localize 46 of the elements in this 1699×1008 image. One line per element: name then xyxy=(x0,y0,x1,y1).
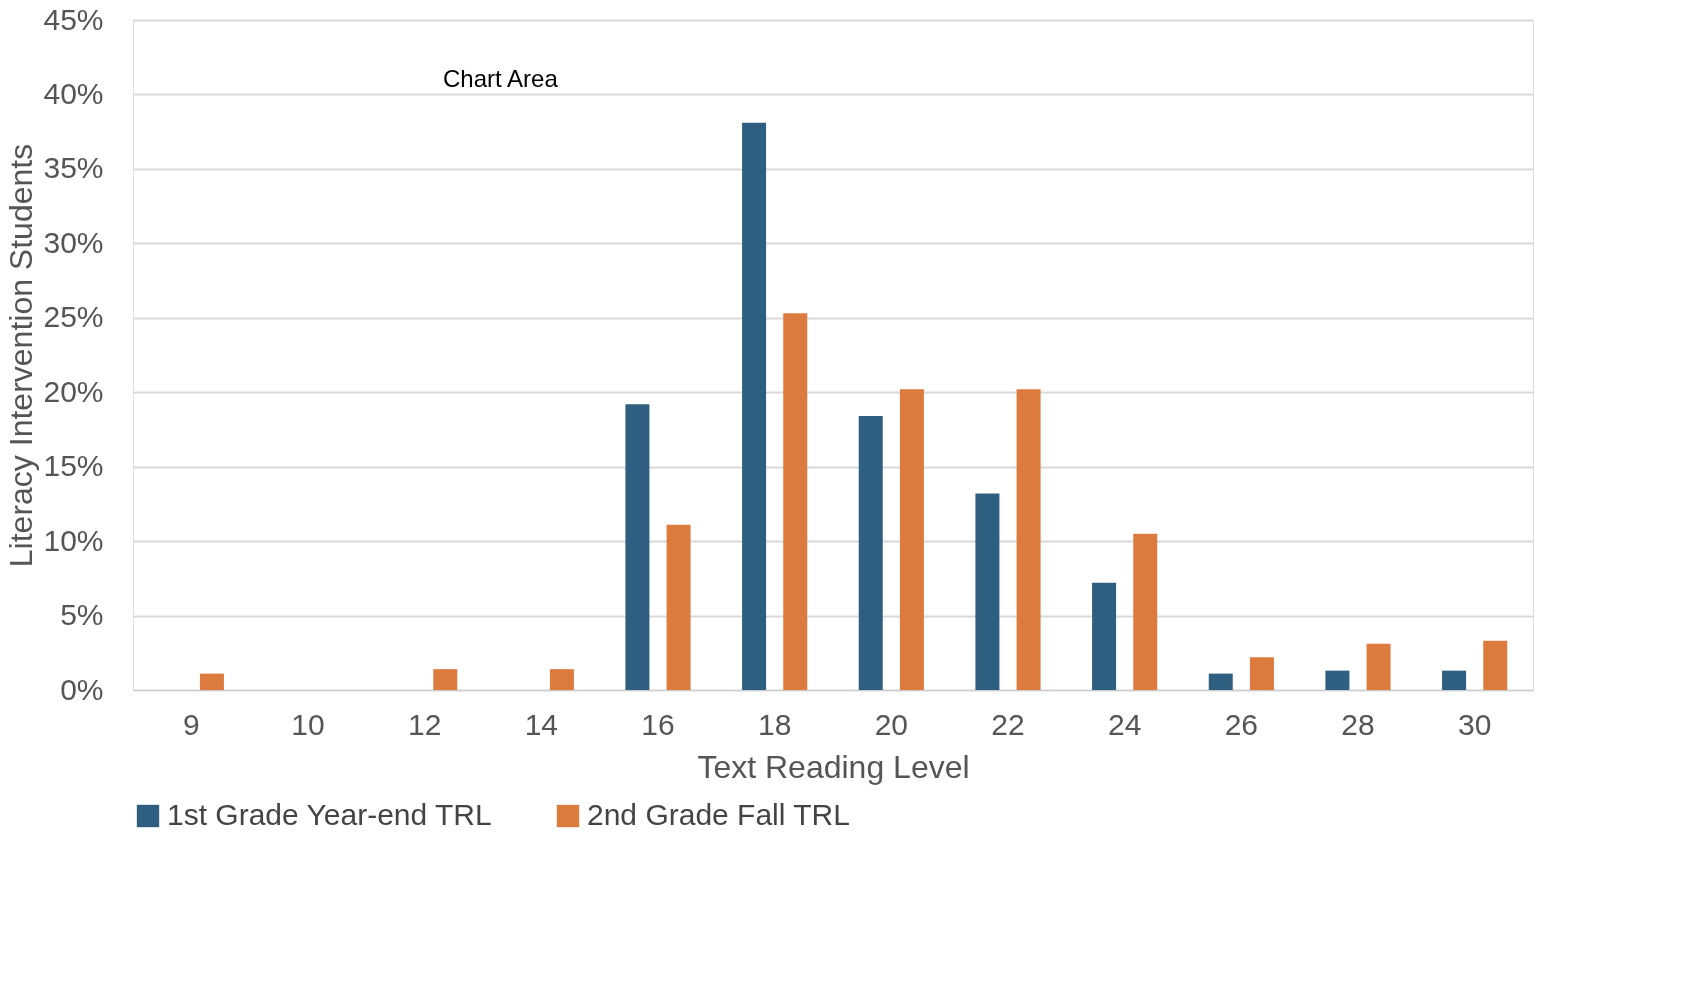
bar xyxy=(1133,533,1158,690)
y-tick-label: 30% xyxy=(43,225,104,259)
legend-label: 2nd Grade Fall TRL xyxy=(587,798,850,831)
y-tick-label: 40% xyxy=(43,76,104,110)
bar xyxy=(1325,670,1350,690)
bar xyxy=(1092,582,1117,690)
bar xyxy=(433,669,458,690)
x-tick-label: 26 xyxy=(1224,707,1259,741)
annotation: Chart Area xyxy=(443,65,559,92)
y-tick-label: 45% xyxy=(43,2,104,36)
bar xyxy=(742,122,767,690)
x-tick-label: 28 xyxy=(1341,707,1375,741)
y-tick-label: 5% xyxy=(60,598,104,632)
x-axis-title: Text Reading Level xyxy=(697,748,970,785)
bar xyxy=(783,313,808,690)
bar xyxy=(199,673,224,690)
x-tick-label: 22 xyxy=(991,707,1025,741)
y-axis-title: Literacy Intervention Students xyxy=(3,143,40,568)
bar xyxy=(1208,673,1233,690)
bar xyxy=(1483,640,1508,690)
bar xyxy=(899,389,924,690)
x-tick-label: 20 xyxy=(874,707,909,741)
y-tick-label: 0% xyxy=(60,672,104,706)
x-tick-label: 30 xyxy=(1457,707,1492,741)
bar xyxy=(625,404,650,690)
bar xyxy=(975,493,1000,690)
bar xyxy=(1249,657,1274,690)
y-tick-label: 10% xyxy=(43,523,104,557)
x-tick-label: 10 xyxy=(291,707,325,741)
bar xyxy=(666,524,691,690)
bar xyxy=(1442,670,1467,690)
x-tick-label: 18 xyxy=(757,707,792,741)
x-tick-label: 16 xyxy=(641,707,675,741)
y-tick-label: 35% xyxy=(43,151,104,185)
bar xyxy=(858,416,883,690)
bar xyxy=(549,669,574,690)
bar xyxy=(1366,643,1391,690)
y-tick-label: 15% xyxy=(43,449,104,483)
y-tick-label: 20% xyxy=(43,374,104,408)
bar xyxy=(1016,389,1041,690)
x-tick-label: 12 xyxy=(407,707,442,741)
x-tick-label: 9 xyxy=(182,707,200,741)
x-tick-label: 14 xyxy=(524,707,559,741)
x-tick-label: 24 xyxy=(1107,707,1142,741)
y-tick-label: 25% xyxy=(43,300,104,334)
legend-label: 1st Grade Year-end TRL xyxy=(167,798,492,831)
